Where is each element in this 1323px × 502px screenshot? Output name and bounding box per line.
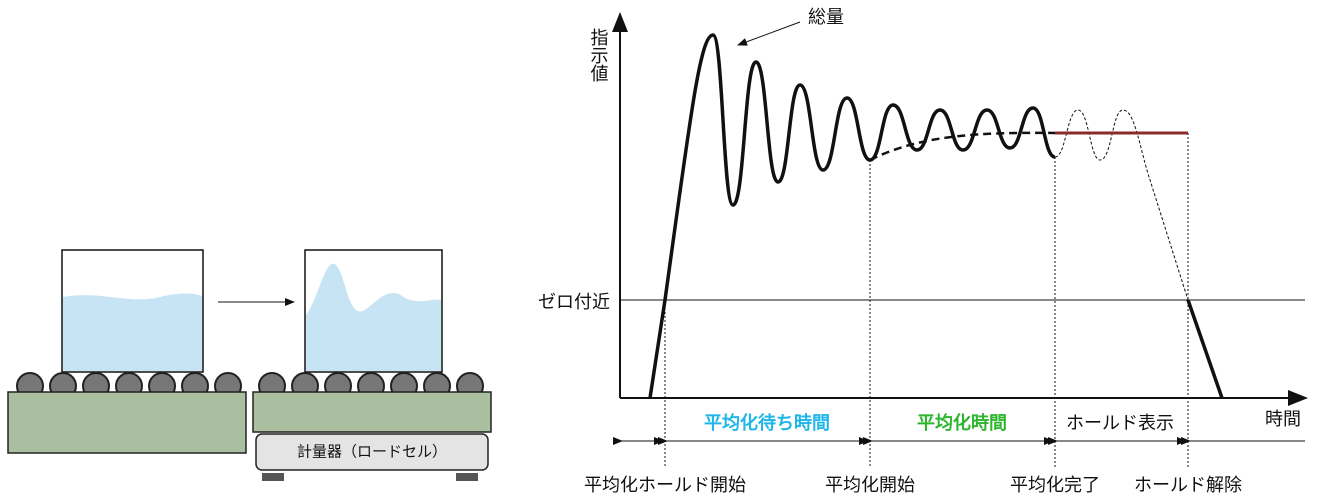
event-label: 平均化完了 xyxy=(1010,475,1100,496)
x-axis-label: 時間 xyxy=(1265,409,1301,430)
event-label: 平均化開始 xyxy=(825,475,915,496)
event-label: 平均化ホールド開始 xyxy=(584,475,746,496)
scale-label: 計量器（ロードセル） xyxy=(297,443,447,461)
zero-label: ゼロ付近 xyxy=(538,292,610,313)
phase-label: 平均化待ち時間 xyxy=(704,412,830,434)
phase-label: ホールド表示 xyxy=(1066,413,1174,434)
phase-label: 平均化時間 xyxy=(917,412,1007,434)
event-label: ホールド解除 xyxy=(1134,475,1242,496)
peak-label: 総量 xyxy=(808,7,844,28)
waveform xyxy=(648,33,1056,399)
y-axis-label: 指示値 xyxy=(588,28,609,82)
graph xyxy=(612,12,1308,468)
illustration: 計量器（ロードセル） xyxy=(7,249,492,481)
